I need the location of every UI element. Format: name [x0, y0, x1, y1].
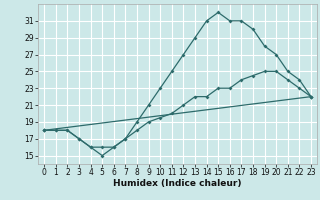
X-axis label: Humidex (Indice chaleur): Humidex (Indice chaleur) — [113, 179, 242, 188]
